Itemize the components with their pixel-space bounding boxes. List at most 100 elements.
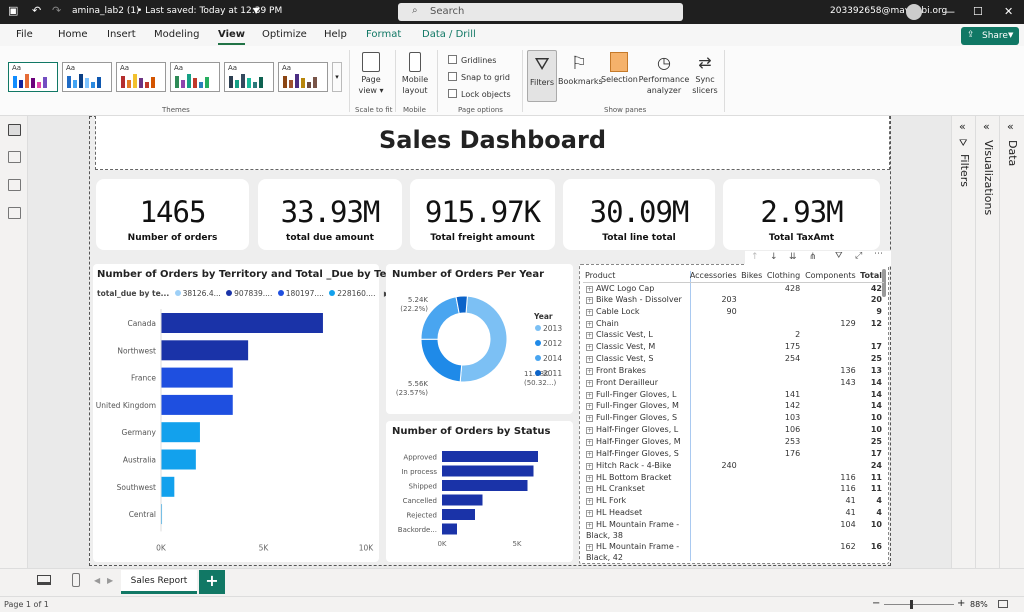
expand-next-level-icon[interactable]: ⇊ xyxy=(789,252,797,262)
bar[interactable] xyxy=(442,509,475,520)
menu-insert[interactable]: Insert xyxy=(107,29,136,40)
column-header[interactable]: Clothing xyxy=(764,270,803,283)
bar[interactable] xyxy=(161,422,200,443)
bar[interactable] xyxy=(442,494,483,506)
legend-item[interactable]: 180197.... xyxy=(277,289,324,298)
menu-optimize[interactable]: Optimize xyxy=(262,29,307,40)
page-tab-sales-report[interactable]: Sales Report xyxy=(121,570,197,594)
table-row[interactable]: + Chain 129 12 xyxy=(583,318,884,330)
product-cell[interactable]: + Half-Finger Gloves, S xyxy=(583,448,687,460)
expand-row-icon[interactable]: + xyxy=(586,486,593,494)
table-row[interactable]: + Front Brakes 136 13 xyxy=(583,365,884,377)
zoom-slider-thumb[interactable] xyxy=(910,600,913,609)
kpi-card-line-total[interactable]: 30.09M Total line total xyxy=(563,179,715,250)
model-view-icon[interactable] xyxy=(8,179,21,191)
donut-slice[interactable] xyxy=(459,295,508,383)
previous-page-icon[interactable]: ◀ xyxy=(94,576,101,585)
expand-row-icon[interactable]: + xyxy=(586,498,593,506)
save-icon[interactable]: ▣ xyxy=(8,4,19,17)
bar[interactable] xyxy=(442,480,528,491)
share-button[interactable]: ⇪ Share ▼ xyxy=(961,27,1019,45)
bar[interactable] xyxy=(442,465,534,477)
menu-view[interactable]: View xyxy=(218,29,246,45)
expand-row-icon[interactable]: + xyxy=(586,543,593,551)
expand-row-icon[interactable]: + xyxy=(586,296,593,304)
bar[interactable] xyxy=(161,449,196,470)
legend-item[interactable]: 907839.... xyxy=(226,289,272,298)
focus-mode-icon[interactable]: ⤢ xyxy=(855,251,863,261)
product-cell[interactable]: + Classic Vest, S xyxy=(583,353,687,365)
product-cell[interactable]: + Cable Lock xyxy=(583,306,687,318)
table-row[interactable]: + AWC Logo Cap 428 42 xyxy=(583,282,884,294)
expand-row-icon[interactable]: + xyxy=(586,332,593,340)
expand-row-icon[interactable]: + xyxy=(586,510,593,518)
product-cell[interactable]: + HL Headset xyxy=(583,507,687,519)
menu-home[interactable]: Home xyxy=(58,29,88,40)
product-cell[interactable]: + Classic Vest, L xyxy=(583,329,687,341)
expand-row-icon[interactable]: + xyxy=(586,427,593,435)
user-email[interactable]: 203392658@mavenbi.org xyxy=(830,6,948,16)
scrollbar[interactable] xyxy=(882,269,886,297)
drill-down-icon[interactable]: ↓ xyxy=(770,252,778,262)
avatar[interactable] xyxy=(906,4,922,20)
product-cell[interactable]: + HL Mountain Frame - Black, 42 xyxy=(583,541,687,563)
sync-slicers-button[interactable]: ⇄ Sync slicers xyxy=(690,52,720,96)
table-row[interactable]: + Full-Finger Gloves, L 141 14 xyxy=(583,389,884,401)
filters-pane-collapsed[interactable]: « ⛛ Filters xyxy=(951,116,975,568)
gridlines-checkbox[interactable]: Gridlines xyxy=(448,55,496,65)
table-row[interactable]: + Half-Finger Gloves, M 253 25 xyxy=(583,436,884,448)
table-row[interactable]: + HL Fork 41 4 xyxy=(583,495,884,507)
table-row[interactable]: + Hitch Rack - 4-Bike 240 24 xyxy=(583,460,884,472)
product-cell[interactable]: + Half-Finger Gloves, M xyxy=(583,436,687,448)
theme-option-5[interactable]: Aa xyxy=(224,62,274,92)
theme-option-1[interactable]: Aa xyxy=(8,62,58,92)
bar[interactable] xyxy=(442,451,538,462)
zoom-level[interactable]: 88% xyxy=(970,600,988,609)
territory-chart-card[interactable]: Number of Orders by Territory and Total … xyxy=(93,264,423,562)
table-row[interactable]: + Classic Vest, L 2 xyxy=(583,329,884,341)
product-cell[interactable]: + Full-Finger Gloves, L xyxy=(583,389,687,401)
kpi-card-orders[interactable]: 1465 Number of orders xyxy=(96,179,249,250)
expand-pane-icon[interactable]: « xyxy=(1007,120,1014,133)
data-pane-label[interactable]: Data xyxy=(1006,140,1019,167)
table-row[interactable]: + HL Mountain Frame - Black, 38 104 10 xyxy=(583,519,884,541)
expand-pane-icon[interactable]: « xyxy=(959,120,966,133)
table-row[interactable]: + Cable Lock 90 9 xyxy=(583,306,884,318)
menu-help[interactable]: Help xyxy=(324,29,347,40)
bar[interactable] xyxy=(161,340,249,361)
visualizations-pane-collapsed[interactable]: « Visualizations xyxy=(975,116,999,568)
product-cell[interactable]: + HL Fork xyxy=(583,495,687,507)
expand-row-icon[interactable]: + xyxy=(586,379,593,387)
maximize-icon[interactable]: ☐ xyxy=(973,5,983,18)
snap-to-grid-checkbox[interactable]: Snap to grid xyxy=(448,72,510,82)
product-cell[interactable]: + Front Brakes xyxy=(583,365,687,377)
page-view-button[interactable]: Page view ▾ xyxy=(352,52,390,96)
table-row[interactable]: + Bike Wash - Dissolver 203 20 xyxy=(583,294,884,306)
mobile-layout-button[interactable]: Mobile layout xyxy=(397,52,433,96)
bar[interactable] xyxy=(442,523,457,535)
next-page-icon[interactable]: ▶ xyxy=(107,576,114,585)
product-cell[interactable]: + Hitch Rack - 4-Bike xyxy=(583,460,687,472)
expand-row-icon[interactable]: + xyxy=(586,308,593,316)
zoom-in-icon[interactable]: + xyxy=(957,598,966,609)
product-cell[interactable]: + AWC Logo Cap xyxy=(583,282,687,294)
expand-all-icon[interactable]: ⋔ xyxy=(809,252,817,262)
table-row[interactable]: + Front Derailleur 143 14 xyxy=(583,377,884,389)
product-cell[interactable]: + Half-Finger Gloves, L xyxy=(583,424,687,436)
expand-row-icon[interactable]: + xyxy=(586,415,593,423)
donut-slice[interactable] xyxy=(455,295,468,315)
mobile-view-icon[interactable] xyxy=(72,573,80,587)
expand-row-icon[interactable]: + xyxy=(586,285,593,293)
expand-row-icon[interactable]: + xyxy=(586,474,593,482)
table-row[interactable]: + HL Mountain Frame - Black, 42 162 16 xyxy=(583,541,884,563)
redo-icon[interactable]: ↷ xyxy=(52,4,62,17)
product-cell[interactable]: + Full-Finger Gloves, S xyxy=(583,412,687,424)
search-input[interactable]: ⌕ Search xyxy=(398,3,683,21)
expand-row-icon[interactable]: + xyxy=(586,344,593,352)
theme-option-3[interactable]: Aa xyxy=(116,62,166,92)
undo-icon[interactable]: ↶ xyxy=(32,4,42,17)
expand-row-icon[interactable]: + xyxy=(586,462,593,470)
product-cell[interactable]: + Chain xyxy=(583,318,687,330)
orders-by-status-card[interactable]: Number of Orders by Status Approved In pr… xyxy=(386,421,573,562)
menu-format[interactable]: Format xyxy=(366,29,402,40)
